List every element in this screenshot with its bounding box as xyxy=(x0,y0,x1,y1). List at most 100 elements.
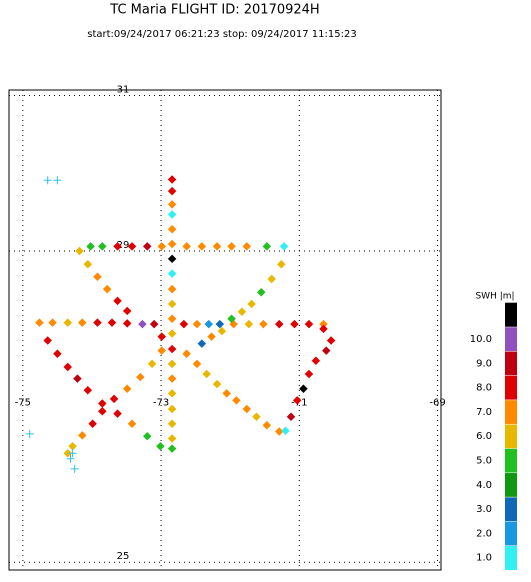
track-point xyxy=(48,318,57,327)
track-point xyxy=(242,242,252,251)
track-point xyxy=(98,242,107,251)
track-point xyxy=(43,336,52,345)
track-point xyxy=(107,318,117,327)
y-tick-label: 25 xyxy=(117,551,130,562)
track-point xyxy=(147,359,157,369)
track-point xyxy=(262,242,272,251)
track-point xyxy=(167,444,177,453)
colorbar-swatch xyxy=(505,302,517,327)
track-point xyxy=(277,260,286,269)
y-tick-label: 31 xyxy=(117,84,130,95)
track-point xyxy=(275,427,284,436)
track-point xyxy=(207,332,216,341)
x-tick-label: -71 xyxy=(291,398,307,409)
track-point xyxy=(167,374,177,383)
track-point xyxy=(122,319,132,328)
colorbar-swatch xyxy=(505,472,517,498)
track-point xyxy=(78,318,87,327)
track-point xyxy=(142,242,152,251)
track-point xyxy=(78,431,87,440)
track-point xyxy=(167,269,177,278)
track-point xyxy=(326,336,336,345)
track-point xyxy=(167,344,177,354)
track-point xyxy=(88,419,97,428)
colorbar-tick-label: 2.0 xyxy=(476,528,492,539)
track-point xyxy=(93,272,102,281)
track-point xyxy=(290,319,299,329)
x-tick-label: -75 xyxy=(15,398,31,409)
track-point xyxy=(279,242,289,251)
track-point xyxy=(98,407,107,416)
plus-marker xyxy=(66,454,75,463)
y-tick-label: 29 xyxy=(117,240,130,251)
plot-frame xyxy=(8,89,442,571)
colorbar-tick-label: 10.0 xyxy=(470,334,492,345)
track-point xyxy=(93,318,102,327)
x-tick-label: -69 xyxy=(429,398,445,409)
track-point xyxy=(156,442,165,451)
colorbar-tick-label: 7.0 xyxy=(476,407,492,418)
track-point xyxy=(212,242,222,251)
track-point xyxy=(167,200,177,209)
track-point xyxy=(113,296,122,306)
track-point xyxy=(167,225,177,234)
track-point xyxy=(149,319,159,329)
track-point xyxy=(35,318,44,327)
plus-marker xyxy=(25,429,34,438)
track-point xyxy=(167,254,177,264)
track-point xyxy=(192,319,202,329)
plus-marker xyxy=(70,464,79,473)
plus-marker xyxy=(53,176,62,185)
track-point xyxy=(102,284,112,294)
track-point xyxy=(167,329,177,338)
track-point xyxy=(267,274,276,284)
track-point xyxy=(179,319,189,329)
track-point xyxy=(275,319,284,329)
track-point xyxy=(292,396,302,405)
track-point xyxy=(167,419,177,428)
colorbar-tick-label: 6.0 xyxy=(476,431,492,442)
track-point xyxy=(157,346,166,355)
track-point xyxy=(247,299,256,309)
track-point xyxy=(83,260,93,269)
track-point xyxy=(63,362,72,372)
track-point xyxy=(252,412,261,421)
chart-subtitle: start:09/24/2017 06:21:23 stop: 09/24/20… xyxy=(87,29,356,40)
track-point xyxy=(157,332,166,341)
plus-marker xyxy=(68,449,77,458)
track-point xyxy=(262,421,272,430)
track-point xyxy=(197,339,207,348)
track-point xyxy=(142,431,152,441)
track-point xyxy=(63,449,72,458)
track-point xyxy=(215,319,225,329)
track-point xyxy=(322,346,331,355)
track-point xyxy=(212,379,222,389)
plus-marker xyxy=(43,176,52,185)
track-point xyxy=(136,372,145,382)
colorbar-tick-label: 4.0 xyxy=(476,480,492,491)
track-point xyxy=(217,326,227,336)
track-point xyxy=(167,359,177,369)
colorbar-swatch xyxy=(505,399,517,425)
track-point xyxy=(86,242,95,251)
track-point xyxy=(127,419,137,428)
colorbar-swatch xyxy=(505,545,517,570)
track-point xyxy=(319,324,328,334)
track-point xyxy=(227,314,236,323)
track-point xyxy=(242,404,252,414)
track-point xyxy=(167,186,177,196)
colorbar-swatch xyxy=(505,448,517,473)
track-point xyxy=(75,246,84,256)
track-point xyxy=(68,442,77,451)
track-point xyxy=(167,389,177,398)
track-point xyxy=(299,384,308,393)
track-point xyxy=(237,307,247,316)
track-point xyxy=(167,299,177,309)
track-point xyxy=(63,318,72,327)
colorbar-swatch xyxy=(505,521,517,546)
track-point xyxy=(138,319,147,329)
track-point xyxy=(73,374,82,383)
colorbar-swatch xyxy=(505,424,517,449)
track-point xyxy=(204,319,213,329)
